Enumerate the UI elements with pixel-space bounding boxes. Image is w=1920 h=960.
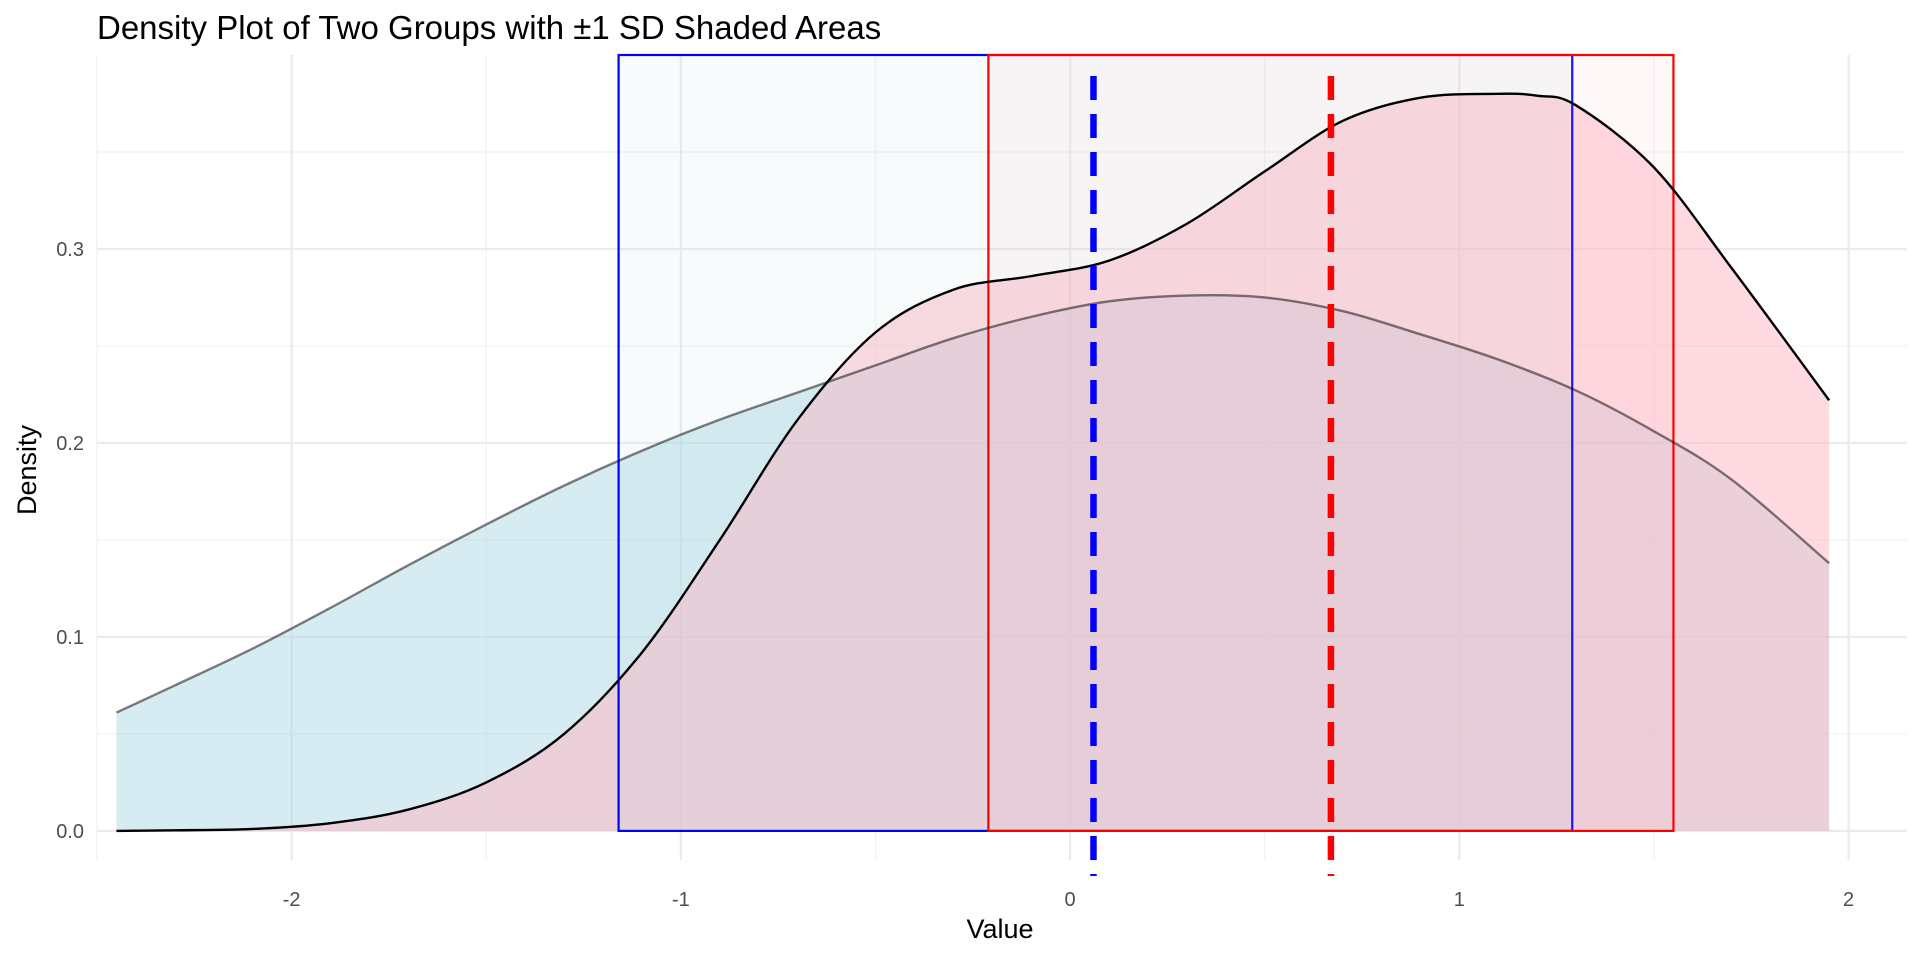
chart-title: Density Plot of Two Groups with ±1 SD Sh… xyxy=(97,9,881,46)
density-curves xyxy=(115,92,1831,833)
density-area-2 xyxy=(116,93,1830,831)
x-axis-ticks: -2 -1 0 1 2 xyxy=(283,889,1854,911)
y-axis-title: Density xyxy=(12,424,42,515)
density-curve-2 xyxy=(116,92,1831,833)
density-curve-1 xyxy=(115,293,1830,714)
x-tick-label: -2 xyxy=(283,889,301,911)
y-tick-label: 0.3 xyxy=(56,239,84,261)
mean-lines xyxy=(1090,76,1335,876)
x-axis-title: Value xyxy=(966,914,1033,944)
x-tick-label: 0 xyxy=(1065,889,1076,911)
sd-bands xyxy=(617,53,1675,833)
y-tick-label: 0.0 xyxy=(56,821,84,843)
density-areas xyxy=(116,93,1830,831)
x-tick-label: 1 xyxy=(1454,889,1465,911)
y-axis-ticks: 0.0 0.1 0.2 0.3 xyxy=(56,239,84,843)
y-tick-label: 0.2 xyxy=(56,433,84,455)
y-tick-label: 0.1 xyxy=(56,627,84,649)
x-tick-label: -1 xyxy=(672,889,690,911)
x-tick-label: 2 xyxy=(1843,889,1854,911)
